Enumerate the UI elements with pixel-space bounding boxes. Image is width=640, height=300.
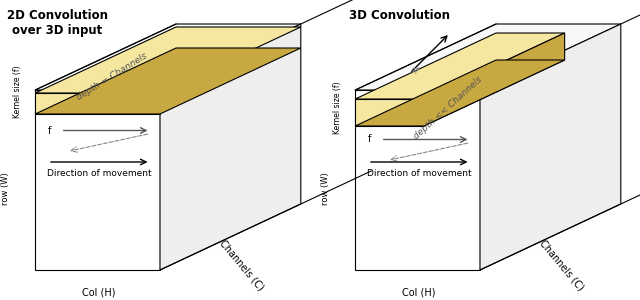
Text: depth = Channels: depth = Channels bbox=[75, 51, 149, 102]
Polygon shape bbox=[35, 24, 301, 90]
Text: Direction of movement: Direction of movement bbox=[47, 169, 152, 178]
Polygon shape bbox=[355, 60, 564, 126]
Text: row (W): row (W) bbox=[321, 172, 330, 206]
Polygon shape bbox=[160, 24, 301, 270]
Text: depth << Channels: depth << Channels bbox=[412, 75, 484, 141]
Polygon shape bbox=[35, 93, 160, 114]
Polygon shape bbox=[355, 99, 424, 126]
Text: f: f bbox=[368, 134, 371, 145]
Text: f: f bbox=[48, 125, 51, 136]
Text: Channels (C): Channels (C) bbox=[218, 238, 266, 293]
Text: Channels (C): Channels (C) bbox=[538, 238, 586, 293]
Text: 2D Convolution
over 3D input: 2D Convolution over 3D input bbox=[7, 9, 108, 37]
Text: row (W): row (W) bbox=[1, 172, 10, 206]
Text: Col (H): Col (H) bbox=[83, 287, 116, 298]
Polygon shape bbox=[35, 48, 301, 114]
Text: 3D Convolution: 3D Convolution bbox=[349, 9, 450, 22]
Polygon shape bbox=[480, 24, 621, 270]
Polygon shape bbox=[424, 33, 564, 126]
Polygon shape bbox=[355, 33, 564, 99]
Polygon shape bbox=[35, 27, 301, 93]
Text: Kernel size (f): Kernel size (f) bbox=[13, 65, 22, 118]
Polygon shape bbox=[355, 24, 621, 90]
Polygon shape bbox=[355, 90, 480, 270]
Text: Kernel size (f): Kernel size (f) bbox=[333, 82, 342, 134]
Text: Col (H): Col (H) bbox=[403, 287, 436, 298]
Text: Direction of movement: Direction of movement bbox=[367, 169, 472, 178]
Polygon shape bbox=[35, 90, 160, 270]
